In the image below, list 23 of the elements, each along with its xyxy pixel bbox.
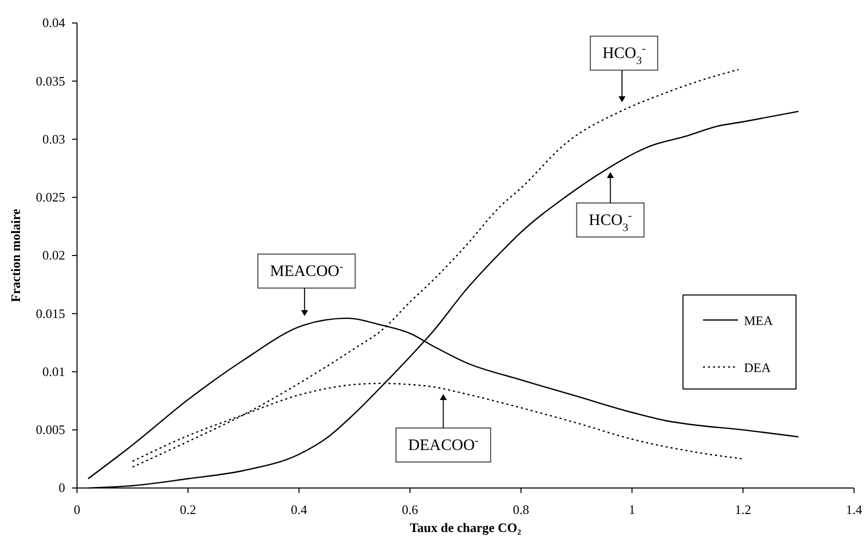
y-tick-label: 0 xyxy=(58,480,66,496)
x-tick-label: 1.2 xyxy=(734,502,752,518)
y-tick-label: 0.03 xyxy=(42,131,66,146)
x-tick-label: 0.4 xyxy=(290,502,308,518)
x-tick-label: 0.2 xyxy=(180,502,196,518)
y-tick-label: 0.01 xyxy=(42,364,66,379)
legend-label: MEA xyxy=(744,313,774,328)
x-tick-label: 1.4 xyxy=(846,502,863,518)
x-tick-label: 0.8 xyxy=(512,502,530,518)
x-tick-label: 0.6 xyxy=(402,502,419,518)
y-tick-label: 0.035 xyxy=(36,73,66,88)
x-tick-label: 1 xyxy=(628,502,636,518)
x-tick-label: 0 xyxy=(74,502,80,518)
y-tick-label: 0.02 xyxy=(42,248,66,263)
legend-label: DEA xyxy=(744,360,772,375)
x-axis-title: Taux de charge CO₂ xyxy=(410,520,522,535)
y-tick-label: 0.04 xyxy=(42,15,66,30)
y-tick-label: 0.015 xyxy=(36,306,66,321)
y-axis-title: Fraction molaire xyxy=(8,208,23,302)
y-tick-label: 0.005 xyxy=(36,422,66,438)
y-tick-label: 0.025 xyxy=(36,190,66,205)
annotation: DEACOO$^{-}$ xyxy=(408,435,479,454)
annotation: MEACOO$^{-}$ xyxy=(270,261,344,280)
